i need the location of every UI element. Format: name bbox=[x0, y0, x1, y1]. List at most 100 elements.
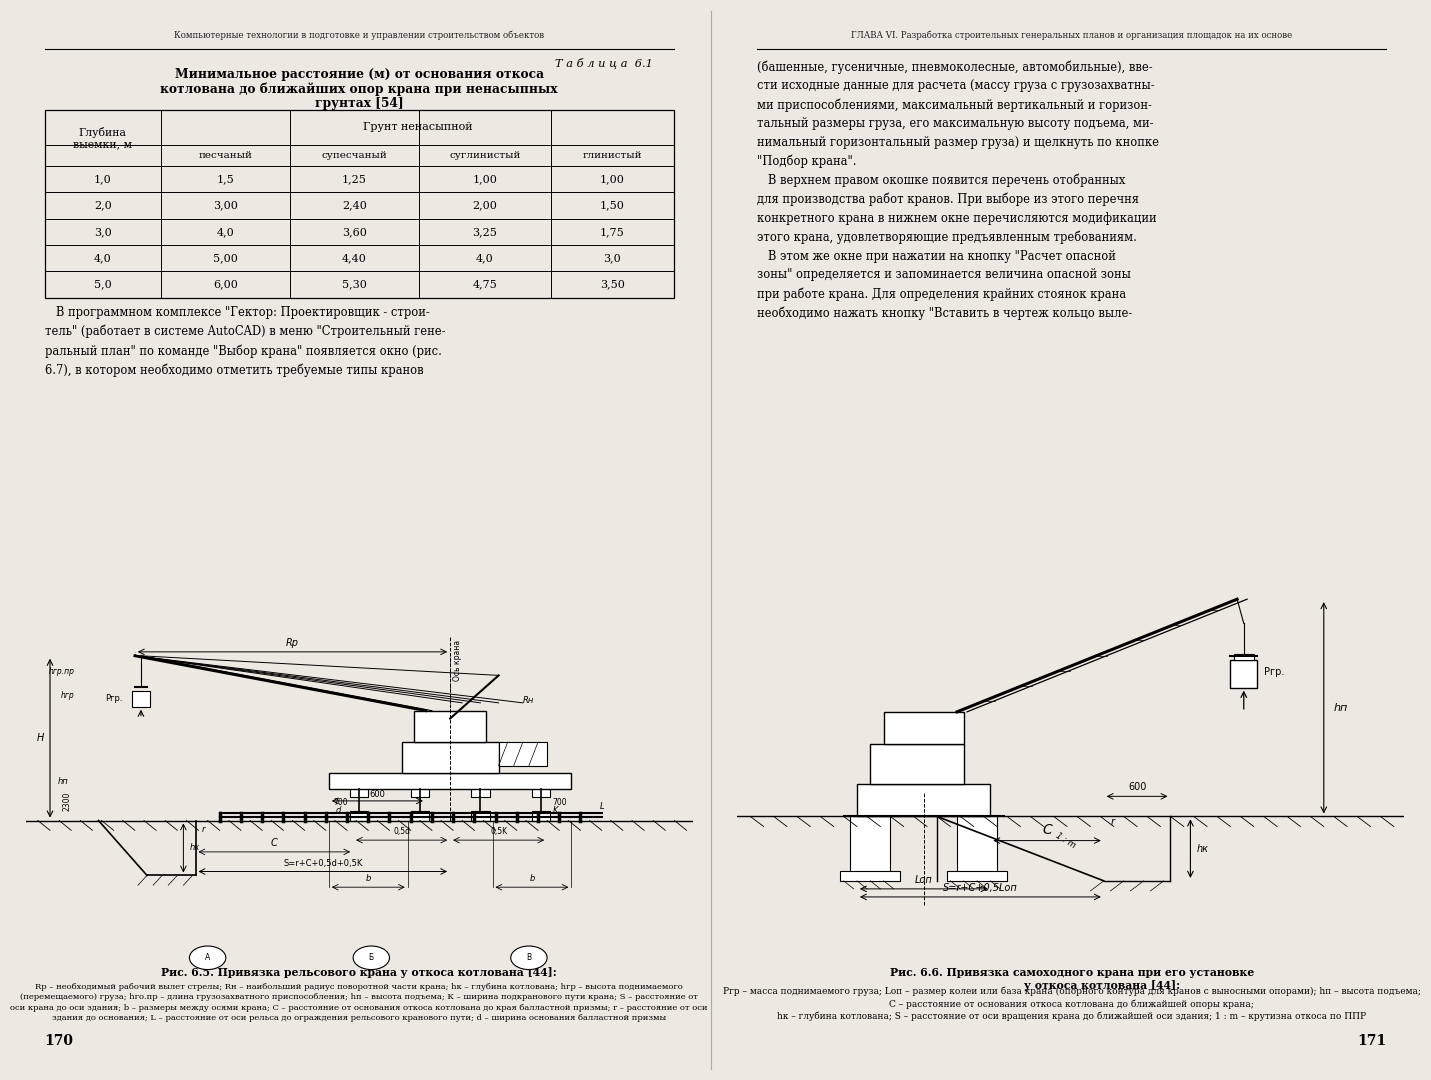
Text: H: H bbox=[37, 733, 44, 743]
Text: hгр: hгр bbox=[60, 690, 74, 700]
Bar bbox=[329, 773, 571, 789]
Text: hп: hп bbox=[1334, 703, 1348, 713]
Text: 1,50: 1,50 bbox=[600, 201, 625, 211]
Text: 4,40: 4,40 bbox=[342, 253, 366, 264]
Bar bbox=[532, 811, 550, 821]
Text: d: d bbox=[336, 806, 341, 814]
Text: 171: 171 bbox=[1358, 1034, 1387, 1048]
Bar bbox=[857, 784, 990, 816]
Text: Компьютерные технологии в подготовке и управлении строительством объектов: Компьютерные технологии в подготовке и у… bbox=[175, 31, 544, 40]
Text: hк: hк bbox=[189, 843, 200, 852]
Text: котлована до ближайших опор крана при ненасыпных: котлована до ближайших опор крана при не… bbox=[160, 82, 558, 96]
Text: 2,40: 2,40 bbox=[342, 201, 366, 211]
Text: S=r+C+0,5d+0,5K: S=r+C+0,5d+0,5K bbox=[283, 859, 362, 867]
Circle shape bbox=[353, 946, 389, 970]
Bar bbox=[411, 811, 429, 821]
Text: 1 : m: 1 : m bbox=[1053, 832, 1076, 851]
Bar bbox=[44, 110, 674, 298]
Text: (башенные, гусеничные, пневмоколесные, автомобильные), вве-
сти исходные данные : (башенные, гусеничные, пневмоколесные, а… bbox=[757, 60, 1159, 320]
Text: 3,00: 3,00 bbox=[213, 201, 238, 211]
Text: грунтах [54]: грунтах [54] bbox=[315, 97, 404, 110]
Text: r: r bbox=[202, 825, 205, 834]
Text: 1,00: 1,00 bbox=[600, 174, 625, 185]
Text: b: b bbox=[529, 875, 535, 883]
Text: 3,25: 3,25 bbox=[472, 227, 498, 237]
Text: песчаный: песчаный bbox=[199, 151, 252, 160]
Text: Ось крана: Ось крана bbox=[454, 640, 462, 681]
Text: 0,5d: 0,5d bbox=[394, 827, 411, 836]
Text: 4,0: 4,0 bbox=[94, 253, 112, 264]
Text: 600: 600 bbox=[369, 789, 385, 799]
Text: супесчаный: супесчаный bbox=[322, 151, 388, 160]
Text: 1,00: 1,00 bbox=[472, 174, 498, 185]
Text: 4,0: 4,0 bbox=[216, 227, 235, 237]
Bar bbox=[850, 816, 890, 873]
Text: 170: 170 bbox=[44, 1034, 73, 1048]
Bar bbox=[411, 781, 429, 797]
Text: 2,00: 2,00 bbox=[472, 201, 498, 211]
Text: 3,0: 3,0 bbox=[604, 253, 621, 264]
Text: r: r bbox=[1110, 816, 1115, 826]
Bar bbox=[471, 811, 489, 821]
Text: Ргр.: Ргр. bbox=[1264, 666, 1284, 676]
Text: S=r+C+0,5Lоп: S=r+C+0,5Lоп bbox=[943, 883, 1017, 893]
Text: суглинистый: суглинистый bbox=[449, 151, 521, 160]
Text: 2,0: 2,0 bbox=[94, 201, 112, 211]
Text: глинистый: глинистый bbox=[582, 151, 643, 160]
Bar bbox=[402, 742, 498, 773]
Text: Б: Б bbox=[369, 954, 373, 962]
Text: hп: hп bbox=[57, 777, 69, 786]
Text: Rp: Rp bbox=[286, 638, 299, 648]
Text: Rн: Rн bbox=[522, 696, 534, 705]
Bar bbox=[947, 870, 1007, 881]
Bar bbox=[1234, 653, 1254, 660]
Bar bbox=[351, 811, 368, 821]
Text: 1,5: 1,5 bbox=[216, 174, 235, 185]
Bar bbox=[884, 712, 963, 744]
Bar bbox=[414, 711, 487, 742]
Text: 3,50: 3,50 bbox=[600, 280, 625, 289]
Text: 3,60: 3,60 bbox=[342, 227, 366, 237]
Text: Минимальное расстояние (м) от основания откоса: Минимальное расстояние (м) от основания … bbox=[175, 68, 544, 81]
Text: А: А bbox=[205, 954, 210, 962]
Text: Рис. 6.5. Привязка рельсового крана у откоса котлована [44]:: Рис. 6.5. Привязка рельсового крана у от… bbox=[162, 967, 557, 977]
Bar bbox=[840, 870, 900, 881]
Text: C: C bbox=[1042, 823, 1052, 837]
Text: В: В bbox=[527, 954, 531, 962]
Text: 5,0: 5,0 bbox=[94, 280, 112, 289]
Text: Ргр.: Ргр. bbox=[106, 694, 123, 703]
Circle shape bbox=[511, 946, 547, 970]
Text: b: b bbox=[365, 875, 371, 883]
Text: L: L bbox=[600, 801, 604, 811]
Text: 2300: 2300 bbox=[62, 792, 72, 811]
Text: 1,75: 1,75 bbox=[600, 227, 625, 237]
Bar bbox=[1231, 660, 1256, 688]
Text: K: K bbox=[554, 806, 558, 814]
Bar bbox=[498, 742, 547, 766]
Text: 4,0: 4,0 bbox=[477, 253, 494, 264]
Text: Рис. 6.6. Привязка самоходного крана при его установке
                у откоса : Рис. 6.6. Привязка самоходного крана при… bbox=[890, 967, 1254, 990]
Text: 700: 700 bbox=[333, 798, 348, 807]
Bar bbox=[957, 816, 997, 873]
Text: 6,00: 6,00 bbox=[213, 280, 238, 289]
Text: Ргр – масса поднимаемого груза; Lоп – размер колеи или база крана (опорного конт: Ргр – масса поднимаемого груза; Lоп – ра… bbox=[723, 987, 1421, 1022]
Text: Т а б л и ц а  6.1: Т а б л и ц а 6.1 bbox=[555, 58, 654, 69]
Text: 5,00: 5,00 bbox=[213, 253, 238, 264]
Text: Rр – необходимый рабочий вылет стрелы; Rн – наибольший радиус поворотной части к: Rр – необходимый рабочий вылет стрелы; R… bbox=[10, 983, 708, 1022]
Text: C: C bbox=[270, 838, 278, 848]
Text: 1,0: 1,0 bbox=[94, 174, 112, 185]
Text: 5,30: 5,30 bbox=[342, 280, 366, 289]
Text: В программном комплексе "Гектор: Проектировщик - строи-
тель" (работает в систем: В программном комплексе "Гектор: Проекти… bbox=[44, 306, 445, 377]
Bar bbox=[532, 781, 550, 797]
Text: 3,0: 3,0 bbox=[94, 227, 112, 237]
Text: 700: 700 bbox=[552, 798, 567, 807]
Bar bbox=[132, 691, 150, 706]
Text: Грунт ненасыпной: Грунт ненасыпной bbox=[362, 122, 472, 132]
Bar bbox=[471, 781, 489, 797]
Text: Lоп: Lоп bbox=[914, 875, 933, 885]
Text: 0,5K: 0,5K bbox=[489, 827, 507, 836]
Text: Глубина
выемки, м: Глубина выемки, м bbox=[73, 126, 132, 149]
Bar bbox=[351, 781, 368, 797]
Text: ГЛАВА VI. Разработка строительных генеральных планов и организация площадок на и: ГЛАВА VI. Разработка строительных генера… bbox=[851, 31, 1292, 40]
Circle shape bbox=[189, 946, 226, 970]
